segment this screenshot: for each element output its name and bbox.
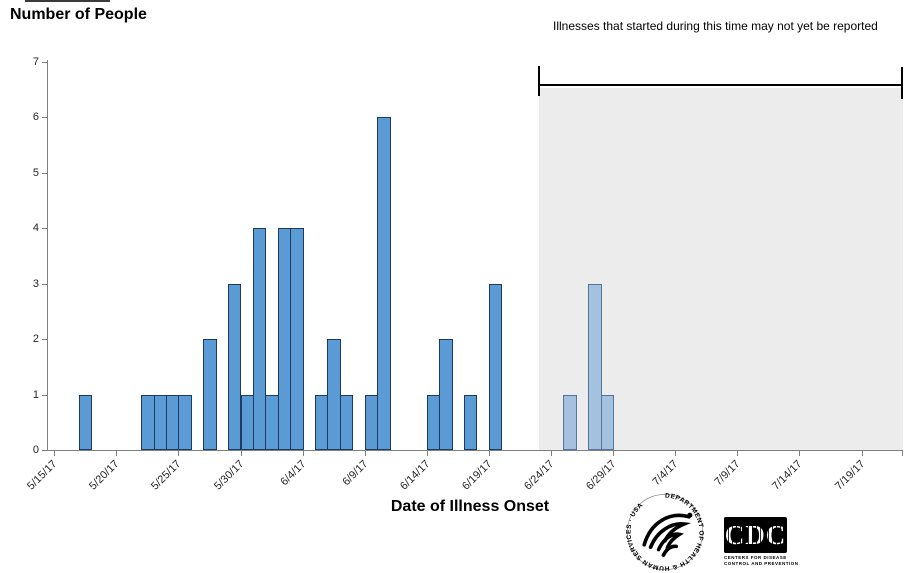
y-tick [42, 61, 47, 63]
y-axis-line [47, 60, 48, 451]
y-tick-label: 0 [32, 444, 39, 456]
epi-bar [377, 117, 391, 450]
cdc-logo: CDC CENTERS FOR DISEASE CONTROL AND PREV… [724, 517, 799, 567]
x-axis-end-tick [902, 450, 903, 456]
bracket-right-end [901, 67, 903, 99]
epi-bar [141, 394, 155, 450]
epi-bar [588, 283, 602, 450]
epi-bar [464, 394, 478, 450]
epi-bar [488, 283, 503, 450]
y-tick [42, 394, 47, 396]
cdc-logo-box: CDC [724, 517, 787, 553]
epi-bar [228, 283, 242, 450]
y-tick-label: 6 [32, 111, 39, 123]
bracket-line [538, 84, 902, 86]
x-tick [861, 450, 863, 456]
x-tick-label: 5/25/17 [149, 458, 184, 493]
hhs-seal-text: DEPARTMENT OF HEALTH & HUMAN SERVICES · … [626, 493, 704, 572]
hhs-seal-logo: DEPARTMENT OF HEALTH & HUMAN SERVICES · … [624, 492, 706, 572]
y-tick [42, 172, 47, 174]
x-tick-label: 7/14/17 [770, 458, 805, 493]
epi-bar [563, 394, 577, 450]
y-tick-label: 2 [32, 333, 39, 345]
hhs-eagle-icon: DEPARTMENT OF HEALTH & HUMAN SERVICES · … [626, 493, 705, 572]
cdc-logo-text: CDC [724, 519, 787, 550]
x-tick [426, 450, 428, 456]
epi-bar [165, 394, 180, 450]
epi-bar [79, 394, 93, 450]
x-tick [799, 450, 801, 456]
epi-bar [600, 394, 615, 450]
y-tick-label: 3 [32, 277, 39, 290]
epi-bar [252, 228, 267, 450]
y-tick-label: 4 [32, 222, 39, 234]
y-tick-label: 5 [32, 166, 39, 179]
y-tick [42, 283, 47, 285]
epi-bar [439, 339, 453, 450]
y-tick-label: 7 [32, 55, 39, 68]
svg-text:DEPARTMENT OF HEALTH & HUMAN S: DEPARTMENT OF HEALTH & HUMAN SERVICES · … [626, 493, 705, 572]
epi-bar [290, 228, 304, 450]
x-tick [613, 450, 615, 456]
x-tick [364, 450, 366, 456]
x-tick-label: 5/15/17 [25, 458, 60, 493]
x-tick [116, 450, 118, 456]
epi-bar [265, 394, 279, 450]
epi-bar [327, 339, 341, 450]
y-tick [42, 450, 47, 451]
epi-bar [277, 228, 292, 450]
epi-bar [315, 394, 329, 450]
pending-report-note: Illnesses that started during this time … [553, 19, 878, 33]
x-tick [488, 450, 490, 456]
x-tick-label: 5/30/17 [211, 458, 246, 493]
x-tick [551, 450, 552, 456]
x-axis-title: Date of Illness Onset [390, 498, 550, 515]
epi-bar [364, 394, 379, 450]
epi-bar [203, 339, 217, 450]
y-axis-title: Number of People [10, 6, 147, 23]
x-tick [675, 450, 677, 456]
x-tick-label: 5/20/17 [87, 458, 122, 493]
epi-bar [240, 394, 254, 450]
y-tick [42, 339, 47, 340]
epi-bar [339, 394, 354, 450]
x-tick [737, 450, 739, 456]
y-tick-label: 1 [32, 388, 39, 401]
epi-bar [153, 394, 167, 450]
y-tick [42, 117, 47, 118]
y-tick [42, 228, 47, 229]
epi-bar [426, 394, 441, 450]
cdc-logo-subtext: CENTERS FOR DISEASE CONTROL AND PREVENTI… [724, 555, 799, 566]
x-tick [302, 450, 304, 456]
x-axis-line [42, 450, 903, 451]
bracket-left-end [537, 66, 540, 96]
x-tick [54, 450, 56, 456]
epi-bar [178, 394, 192, 450]
x-tick-label: 7/19/17 [832, 458, 867, 493]
x-tick [178, 450, 180, 456]
screen-edge-artifact [25, 0, 110, 2]
x-tick [240, 450, 242, 456]
